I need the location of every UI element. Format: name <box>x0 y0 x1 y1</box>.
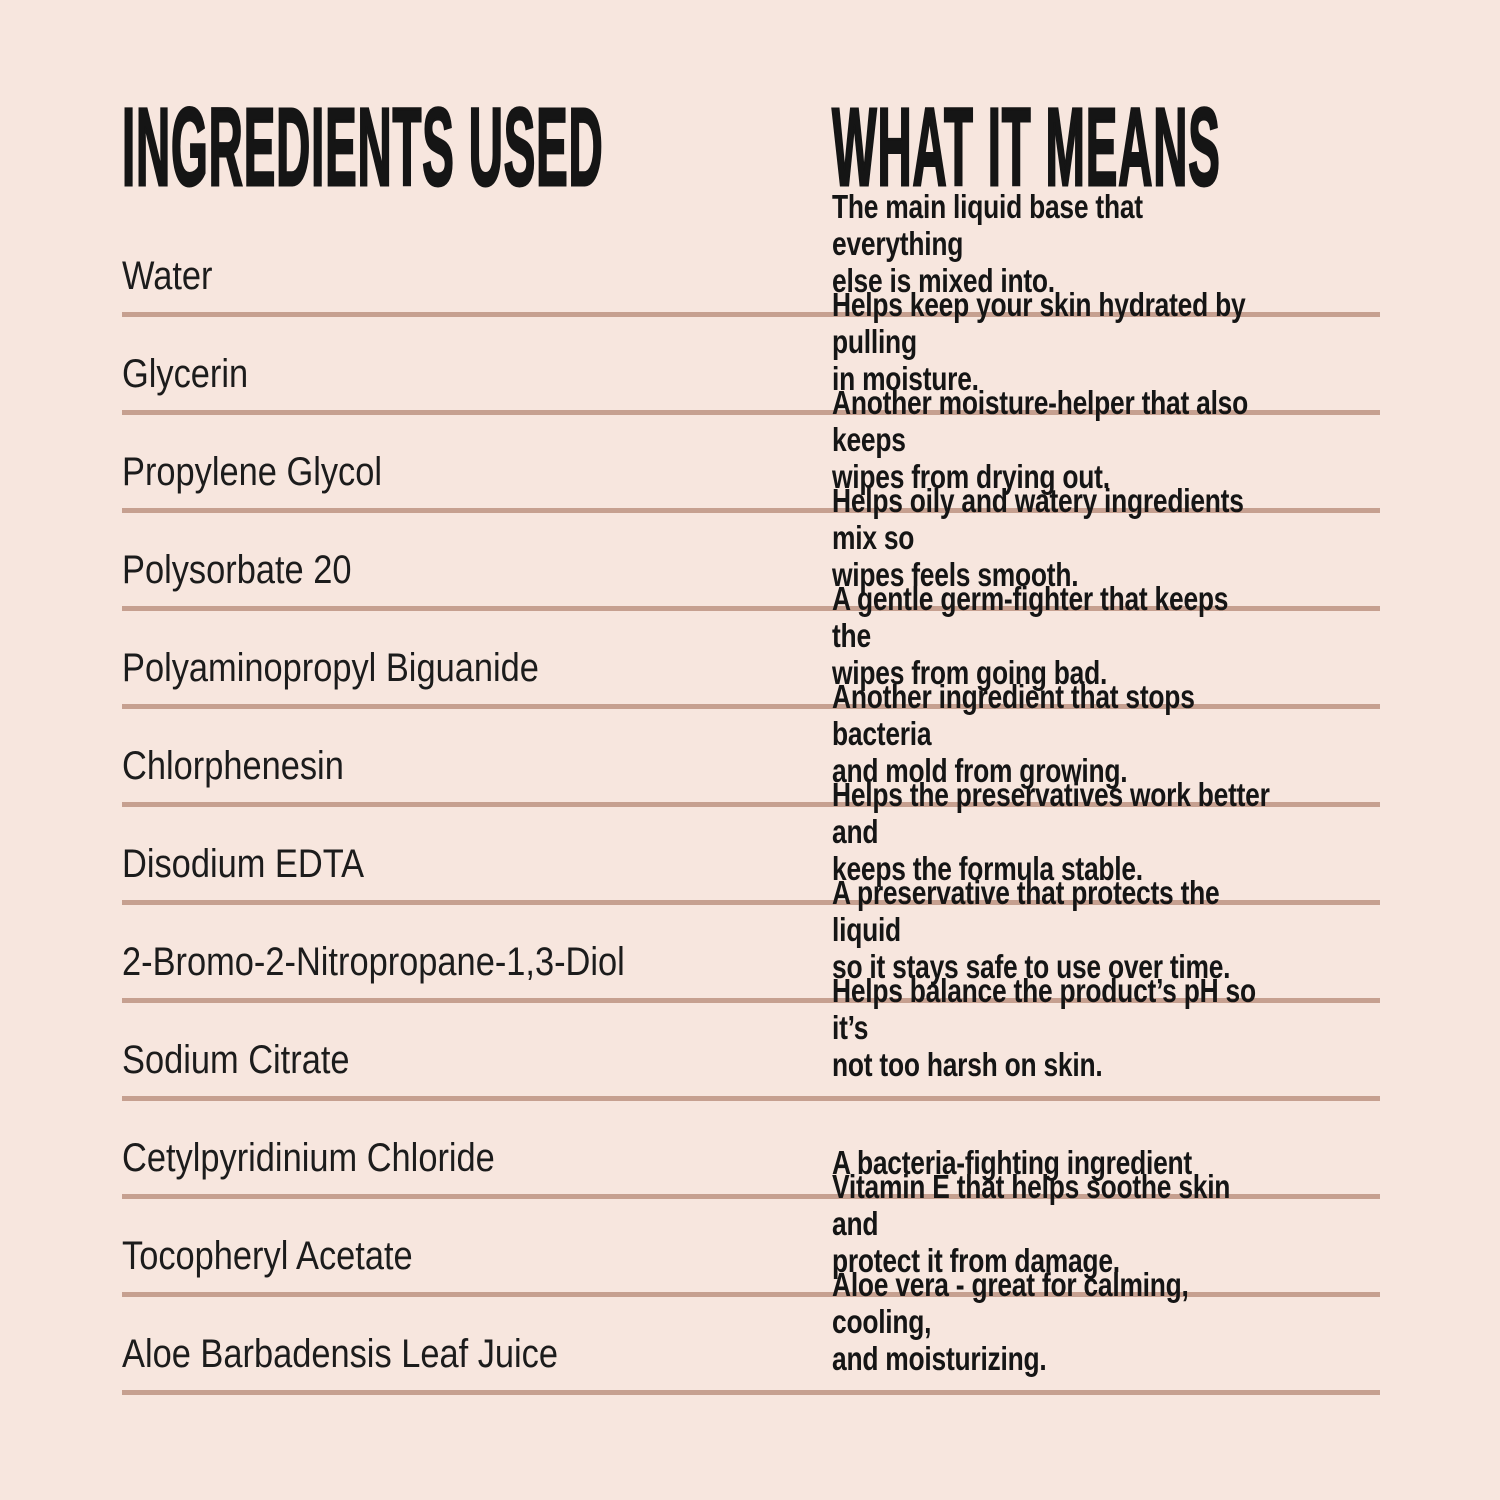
table-row: Chlorphenesin Another ingredient that st… <box>122 678 1380 807</box>
ingredient-name: Chlorphenesin <box>122 744 344 788</box>
ingredient-meaning: Another moisture-helper that also keeps … <box>832 384 1249 495</box>
table-row: Propylene Glycol Another moisture-helper… <box>122 384 1380 513</box>
what-it-means-heading: WHAT IT MEANS <box>831 86 1221 209</box>
ingredient-meaning: Another ingredient that stops bacteria a… <box>832 678 1195 789</box>
table-row: Polyaminopropyl Biguanide A gentle germ-… <box>122 580 1380 709</box>
table-row: Sodium Citrate Helps balance the product… <box>122 972 1380 1101</box>
ingredient-meaning: Helps oily and watery ingredients mix so… <box>832 482 1244 593</box>
ingredient-meaning: A gentle germ-fighter that keeps the wip… <box>832 580 1229 691</box>
ingredient-name: Aloe Barbadensis Leaf Juice <box>122 1332 559 1376</box>
ingredient-meaning: Helps balance the product’s pH so it’s n… <box>832 972 1256 1083</box>
ingredient-name: 2-Bromo-2-Nitropropane-1,3-Diol <box>122 940 625 984</box>
table-row: Polysorbate 20 Helps oily and watery ing… <box>122 482 1380 611</box>
table-row: 2-Bromo-2-Nitropropane-1,3-Diol A preser… <box>122 874 1380 1003</box>
ingredient-name: Disodium EDTA <box>122 842 365 886</box>
ingredient-meaning: A bacteria-fighting ingredient <box>832 1144 1192 1181</box>
header-row: INGREDIENTS USED WHAT IT MEANS <box>121 86 1380 209</box>
ingredient-meaning: A preservative that protects the liquid … <box>832 874 1231 985</box>
ingredient-name: Sodium Citrate <box>122 1038 350 1082</box>
table-row: Disodium EDTA Helps the preservatives wo… <box>122 776 1380 905</box>
ingredient-meaning: Aloe vera - great for calming, cooling, … <box>832 1266 1189 1377</box>
ingredient-meaning: Helps keep your skin hydrated by pulling… <box>832 286 1246 397</box>
table-row: Glycerin Helps keep your skin hydrated b… <box>122 286 1380 415</box>
ingredient-name: Water <box>122 254 213 298</box>
ingredient-name: Glycerin <box>122 352 249 396</box>
header-cell-meaning: WHAT IT MEANS <box>831 86 1500 209</box>
ingredient-meaning: Vitamin E that helps soothe skin and pro… <box>832 1168 1231 1279</box>
table-row: Cetylpyridinium Chloride A bacteria-figh… <box>122 1101 1380 1199</box>
ingredient-meaning: The main liquid base that everything els… <box>832 188 1143 299</box>
ingredient-name: Propylene Glycol <box>122 450 383 494</box>
table-row: Tocopheryl Acetate Vitamin E that helps … <box>122 1168 1380 1297</box>
ingredient-meaning: Helps the preservatives work better and … <box>832 776 1270 887</box>
ingredient-name: Polysorbate 20 <box>122 548 352 592</box>
table-row: Water The main liquid base that everythi… <box>122 188 1380 317</box>
ingredient-name: Tocopheryl Acetate <box>122 1234 413 1278</box>
table-row: Aloe Barbadensis Leaf Juice Aloe vera - … <box>122 1266 1380 1395</box>
ingredients-used-heading: INGREDIENTS USED <box>121 86 604 209</box>
header-cell-ingredients: INGREDIENTS USED <box>121 86 832 209</box>
ingredient-table: Water The main liquid base that everythi… <box>122 188 1380 1395</box>
content-area: INGREDIENTS USED WHAT IT MEANS Water The… <box>121 86 1380 1395</box>
ingredient-name: Cetylpyridinium Chloride <box>122 1136 495 1180</box>
ingredient-name: Polyaminopropyl Biguanide <box>122 646 539 690</box>
